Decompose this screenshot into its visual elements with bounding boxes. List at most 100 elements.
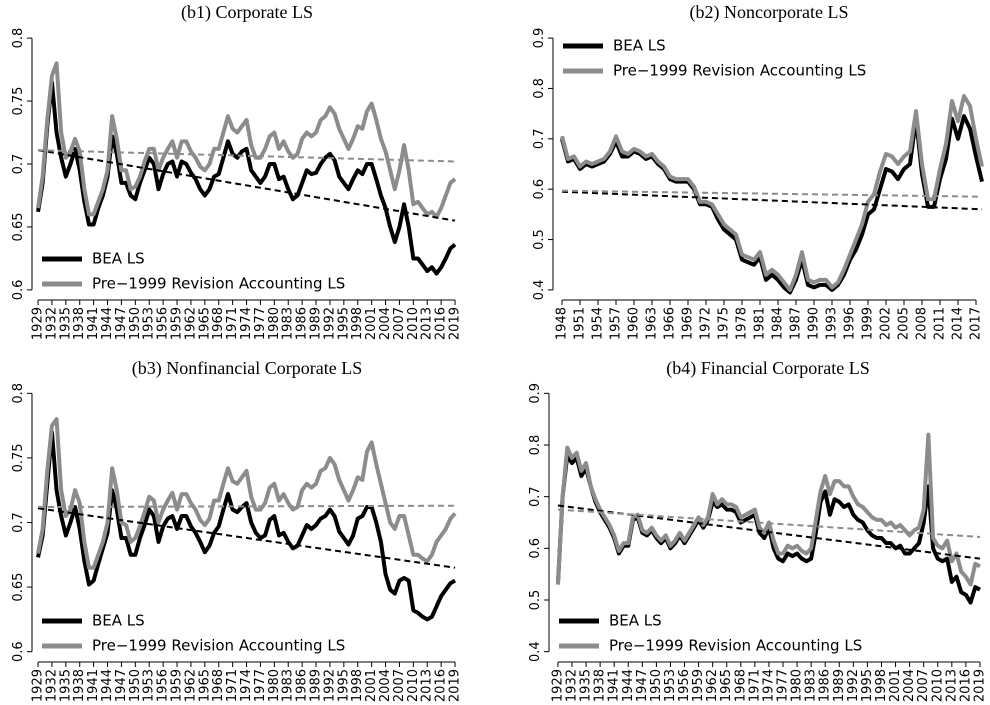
- x-tick-label: 2001: [364, 307, 379, 340]
- x-tick-label: 1992: [322, 307, 337, 340]
- x-tick-label: 2004: [378, 307, 393, 340]
- x-tick-label: 2007: [916, 669, 931, 702]
- x-tick-label: 1977: [253, 669, 268, 702]
- x-tick-label: 1941: [86, 307, 101, 340]
- legend-label: Pre−1999 Revision Accounting LS: [613, 62, 866, 80]
- x-tick-label: 1938: [593, 669, 608, 702]
- x-tick-label: 2005: [897, 307, 912, 340]
- x-tick-label: 1998: [350, 669, 365, 702]
- x-tick-label: 1950: [128, 307, 143, 340]
- y-tick-label: 0.6: [11, 280, 26, 301]
- x-tick-label: 1984: [771, 307, 786, 340]
- y-tick-label: 0.75: [11, 87, 26, 116]
- x-tick-label: 1950: [649, 669, 664, 702]
- series-line: [36, 430, 457, 622]
- x-tick-label: 2004: [902, 669, 917, 702]
- x-tick-label: 1980: [267, 307, 282, 340]
- x-tick-label: 1999: [861, 307, 876, 340]
- x-tick-label: 2016: [434, 307, 449, 340]
- x-tick-label: 2010: [406, 307, 421, 340]
- y-tick-label: 0.4: [532, 280, 547, 301]
- x-tick-label: 1947: [114, 307, 129, 340]
- x-tick-label: 1941: [607, 669, 622, 702]
- x-tick-label: 1993: [825, 307, 840, 340]
- x-tick-label: 1944: [100, 669, 115, 702]
- x-tick-label: 2013: [944, 669, 959, 702]
- x-tick-label: 1935: [579, 669, 594, 702]
- x-tick-label: 1980: [267, 669, 282, 702]
- y-tick-label: 0.6: [11, 641, 26, 662]
- y-tick-label: 0.8: [532, 78, 547, 99]
- x-tick-label: 1932: [44, 669, 59, 702]
- x-tick-label: 1965: [197, 307, 212, 340]
- x-tick-label: 1960: [627, 307, 642, 340]
- x-tick-label: 1975: [717, 307, 732, 340]
- y-tick-label: 0.9: [528, 383, 543, 404]
- x-tick-label: 1974: [239, 307, 254, 340]
- x-tick-label: 1959: [170, 307, 185, 340]
- series-line: [560, 94, 984, 292]
- x-tick-label: 1959: [691, 669, 706, 702]
- x-tick-label: 2019: [448, 307, 463, 340]
- x-tick-label: 1998: [874, 669, 889, 702]
- x-tick-label: 2002: [879, 307, 894, 340]
- x-tick-label: 1968: [733, 669, 748, 702]
- x-tick-label: 1995: [336, 307, 351, 340]
- y-tick-label: 0.4: [528, 641, 543, 662]
- x-tick-label: 2016: [434, 669, 449, 702]
- y-tick-label: 0.8: [11, 28, 26, 49]
- x-tick-label: 2019: [972, 669, 987, 702]
- panel: (b1) Corporate LS0.60.650.70.750.8192919…: [11, 2, 463, 340]
- x-tick-label: 1977: [776, 669, 791, 702]
- trend-line: [561, 189, 983, 198]
- trend-line: [37, 507, 456, 569]
- x-tick-label: 1954: [591, 307, 606, 340]
- y-tick-label: 0.7: [532, 128, 547, 149]
- legend-label: Pre−1999 Revision Accounting LS: [92, 275, 345, 293]
- x-tick-label: 1941: [86, 669, 101, 702]
- x-tick-label: 1962: [705, 669, 720, 702]
- x-tick-label: 1947: [114, 669, 129, 702]
- legend-label: BEA LS: [92, 612, 145, 630]
- x-tick-label: 2001: [364, 669, 379, 702]
- x-tick-label: 1978: [735, 307, 750, 340]
- x-tick-label: 1971: [225, 307, 240, 340]
- x-tick-label: 1989: [832, 669, 847, 702]
- x-tick-label: 1956: [156, 669, 171, 702]
- y-tick-label: 0.5: [532, 229, 547, 250]
- x-tick-label: 1986: [295, 669, 310, 702]
- x-tick-label: 2007: [392, 307, 407, 340]
- x-tick-label: 1986: [818, 669, 833, 702]
- x-tick-label: 2001: [888, 669, 903, 702]
- y-tick-label: 0.6: [532, 179, 547, 200]
- x-tick-label: 1956: [156, 307, 171, 340]
- panel-title: (b2) Noncorporate LS: [690, 2, 849, 23]
- x-tick-label: 1947: [635, 669, 650, 702]
- x-tick-label: 1989: [309, 307, 324, 340]
- x-tick-label: 1953: [142, 669, 157, 702]
- x-tick-label: 1971: [747, 669, 762, 702]
- x-tick-label: 1959: [170, 669, 185, 702]
- y-tick-label: 0.8: [528, 435, 543, 456]
- y-tick-label: 0.65: [11, 573, 26, 602]
- x-tick-label: 1971: [225, 669, 240, 702]
- x-tick-label: 2007: [392, 669, 407, 702]
- x-tick-label: 1938: [72, 307, 87, 340]
- x-tick-label: 2011: [933, 307, 948, 340]
- x-tick-label: 1981: [753, 307, 768, 340]
- y-tick-label: 0.5: [528, 590, 543, 611]
- x-tick-label: 2010: [406, 669, 421, 702]
- x-tick-label: 1996: [843, 307, 858, 340]
- y-tick-label: 0.8: [11, 383, 26, 404]
- x-tick-label: 1932: [44, 307, 59, 340]
- legend-label: BEA LS: [92, 250, 145, 268]
- series-line: [36, 61, 457, 219]
- x-tick-label: 1953: [142, 307, 157, 340]
- x-tick-label: 1965: [197, 669, 212, 702]
- y-tick-label: 0.9: [532, 28, 547, 49]
- legend-label: Pre−1999 Revision Accounting LS: [609, 637, 862, 655]
- x-tick-label: 1995: [860, 669, 875, 702]
- x-tick-label: 2004: [378, 669, 393, 702]
- x-tick-label: 1935: [58, 307, 73, 340]
